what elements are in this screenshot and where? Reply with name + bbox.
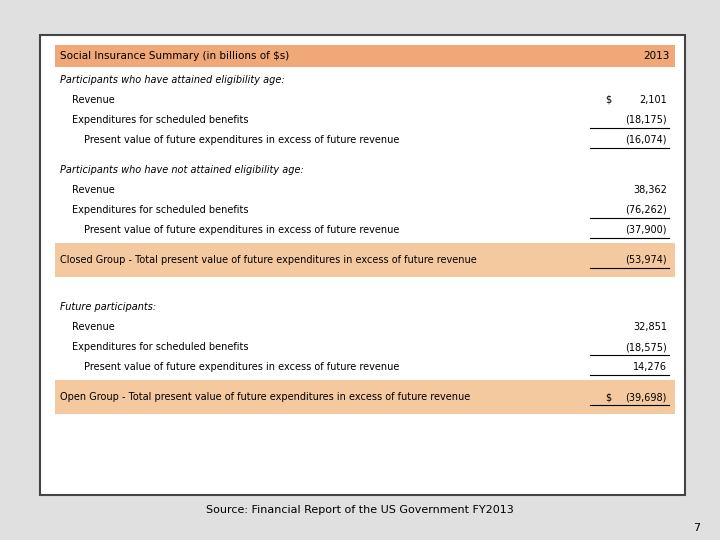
Text: $: $ (605, 95, 611, 105)
Text: Present value of future expenditures in excess of future revenue: Present value of future expenditures in … (84, 135, 400, 145)
Text: (76,262): (76,262) (625, 205, 667, 215)
Text: (39,698): (39,698) (626, 392, 667, 402)
Text: Present value of future expenditures in excess of future revenue: Present value of future expenditures in … (84, 225, 400, 235)
Text: Expenditures for scheduled benefits: Expenditures for scheduled benefits (72, 342, 248, 352)
Text: Social Insurance Summary (in billions of $s): Social Insurance Summary (in billions of… (60, 51, 289, 61)
Text: Future participants:: Future participants: (60, 302, 156, 312)
Text: Participants who have attained eligibility age:: Participants who have attained eligibili… (60, 75, 284, 85)
Text: 7: 7 (693, 523, 700, 533)
Text: Revenue: Revenue (72, 185, 114, 195)
Text: Expenditures for scheduled benefits: Expenditures for scheduled benefits (72, 115, 248, 125)
Text: Revenue: Revenue (72, 322, 114, 332)
Text: 2013: 2013 (644, 51, 670, 61)
Text: Present value of future expenditures in excess of future revenue: Present value of future expenditures in … (84, 362, 400, 372)
Text: Expenditures for scheduled benefits: Expenditures for scheduled benefits (72, 205, 248, 215)
Text: (16,074): (16,074) (626, 135, 667, 145)
Text: (18,575): (18,575) (625, 342, 667, 352)
Text: 2,101: 2,101 (639, 95, 667, 105)
Text: Revenue: Revenue (72, 95, 114, 105)
Bar (55, 380, 675, 414)
Bar (40, 35, 685, 495)
Text: 38,362: 38,362 (633, 185, 667, 195)
Text: 32,851: 32,851 (633, 322, 667, 332)
Text: $: $ (605, 392, 611, 402)
Text: Participants who have not attained eligibility age:: Participants who have not attained eligi… (60, 165, 304, 175)
Text: (53,974): (53,974) (626, 255, 667, 265)
Text: Open Group - Total present value of future expenditures in excess of future reve: Open Group - Total present value of futu… (60, 392, 470, 402)
Text: (37,900): (37,900) (626, 225, 667, 235)
Bar (55, 243, 675, 277)
Text: 14,276: 14,276 (633, 362, 667, 372)
Text: Source: Financial Report of the US Government FY2013: Source: Financial Report of the US Gover… (206, 505, 514, 515)
Text: (18,175): (18,175) (626, 115, 667, 125)
Text: Closed Group - Total present value of future expenditures in excess of future re: Closed Group - Total present value of fu… (60, 255, 477, 265)
Bar (55, 45, 675, 67)
